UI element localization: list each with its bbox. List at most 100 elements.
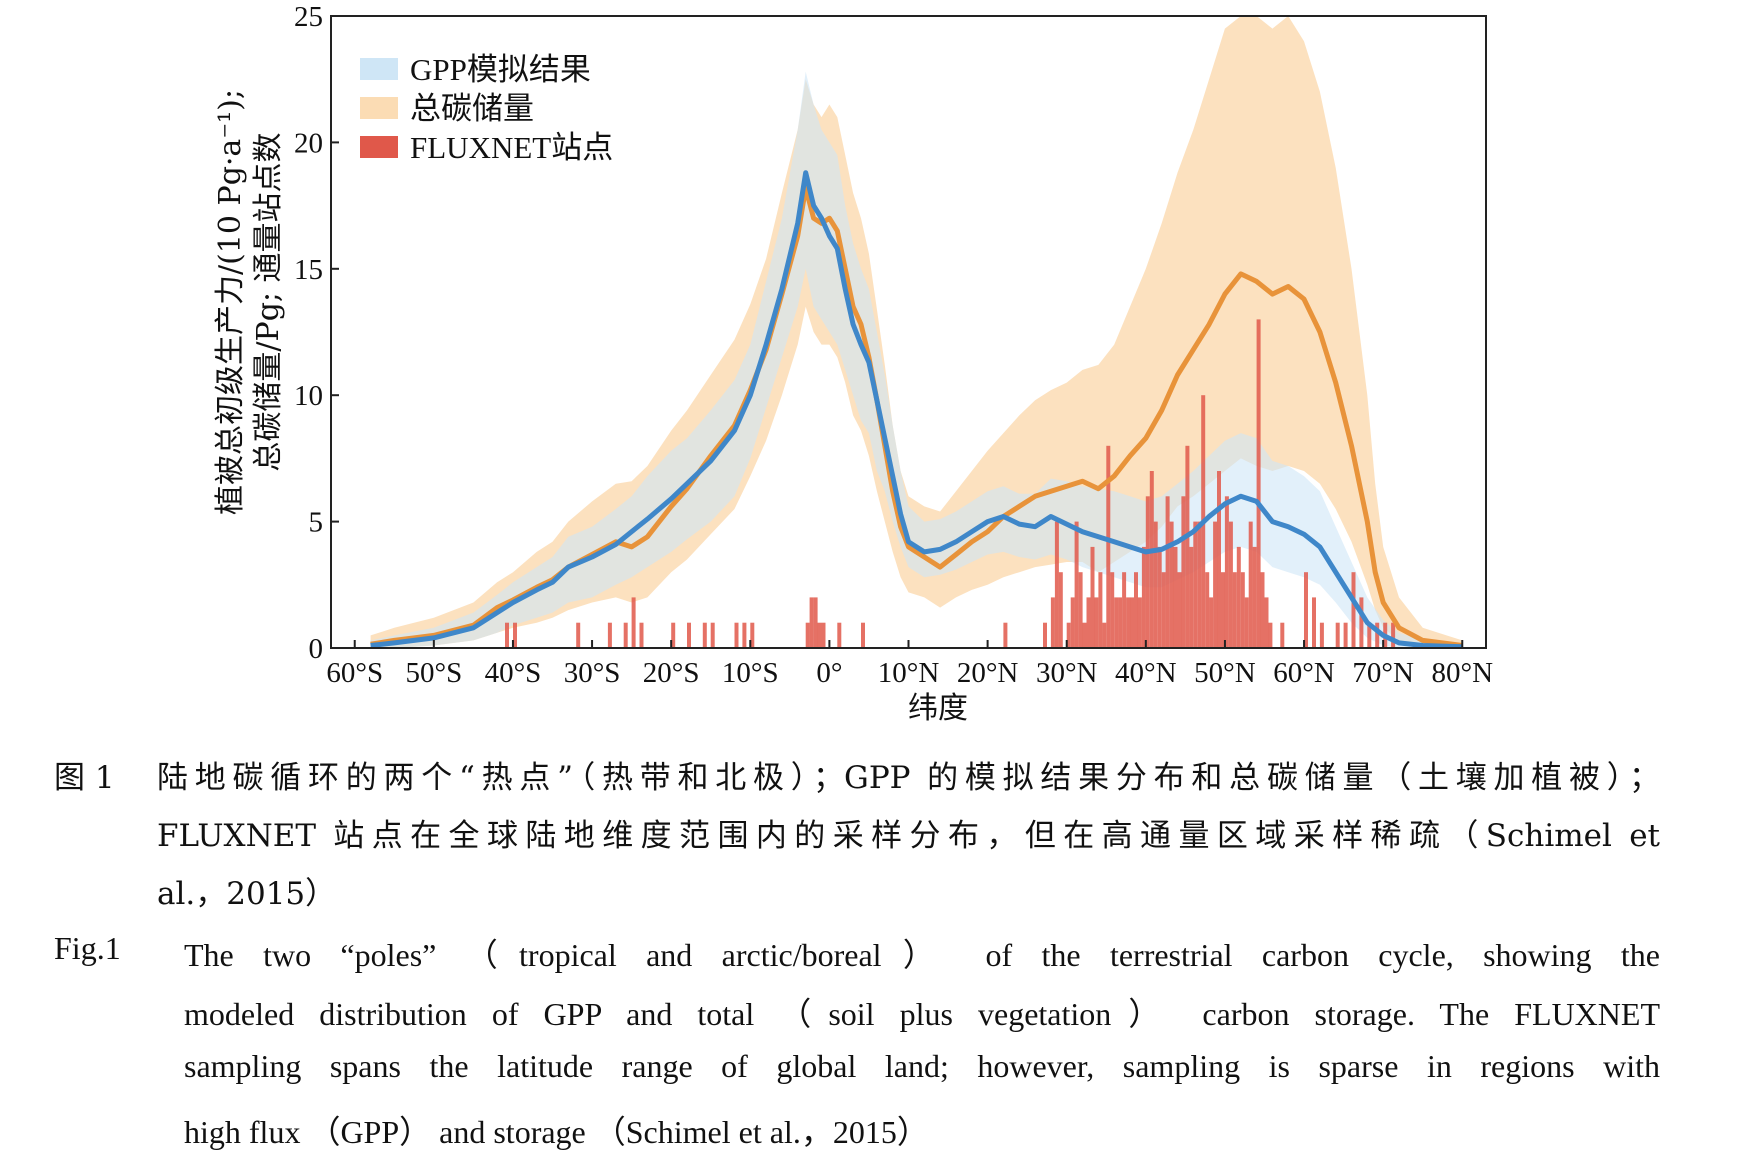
caption-cn-line-3: al.，2015） — [157, 876, 337, 912]
fluxnet-bar-1 — [513, 622, 517, 648]
x-axis-title: 纬度 — [908, 691, 968, 726]
fluxnet-bar-85 — [1359, 597, 1364, 648]
fluxnet-bar-64 — [1217, 471, 1221, 648]
fluxnet-bar-45 — [1141, 546, 1146, 648]
fluxnet-bar-14 — [805, 622, 810, 648]
fluxnet-bar-28 — [1074, 521, 1079, 648]
fluxnet-bar-23 — [1050, 597, 1055, 648]
caption-en-line-2: modeled distribution of GPP and total （s… — [184, 996, 1660, 1032]
legend-swatch-1 — [360, 97, 398, 119]
fluxnet-bar-81 — [1319, 622, 1324, 648]
fluxnet-bar-6 — [639, 622, 644, 648]
chart-figure: 60°S 50°S 40°S 30°S 20°S 10°S 0° 10°N 20°N 30°N 40… — [213, 1, 1493, 726]
x-tick-label-8: 20°N — [957, 657, 1019, 689]
fluxnet-bar-63 — [1213, 521, 1218, 648]
fluxnet-bar-35 — [1102, 622, 1107, 648]
fluxnet-bar-38 — [1114, 597, 1119, 648]
caption-english: Fig.1 The two “poles” （tropical and arct… — [0, 930, 1744, 1170]
fluxnet-bar-33 — [1094, 597, 1099, 648]
fluxnet-bar-61 — [1205, 572, 1210, 648]
x-tick-label-5: 10°S — [722, 657, 779, 689]
fluxnet-bar-31 — [1086, 597, 1091, 648]
fluxnet-bar-83 — [1343, 622, 1348, 648]
fluxnet-bar-13 — [750, 622, 755, 648]
fluxnet-bar-44 — [1137, 597, 1142, 648]
fluxnet-bar-42 — [1130, 597, 1134, 648]
x-tick-label-0: 60°S — [326, 657, 383, 689]
fluxnet-bar-55 — [1181, 496, 1186, 648]
x-tick-label-3: 30°S — [564, 657, 621, 689]
fluxnet-bar-15 — [809, 597, 814, 648]
caption-en-line-4: high flux （GPP） and storage （Schimel et … — [184, 1114, 929, 1150]
fluxnet-bar-0 — [505, 622, 509, 648]
caption-cn-line-2: FLUXNET 站点在全球陆地维度范围内的采样分布，但在高通量区域采样稀疏（Sc… — [157, 818, 1660, 854]
fluxnet-bar-5 — [631, 597, 636, 648]
fluxnet-bar-75 — [1260, 572, 1265, 648]
fluxnet-bar-11 — [734, 622, 739, 648]
fluxnet-bar-48 — [1153, 521, 1158, 648]
fluxnet-bar-37 — [1110, 572, 1115, 648]
fluxnet-bar-19 — [837, 622, 842, 648]
caption-cn-line-1: 陆地碳循环的两个“热点”（热带和北极）；GPP 的模拟结果分布和总碳储量（土壤加… — [157, 760, 1660, 796]
y-tick-label-2: 10 — [294, 380, 323, 412]
caption-chinese: 图 1 陆地碳循环的两个“热点”（热带和北极）；GPP 的模拟结果分布和总碳储量… — [0, 752, 1744, 942]
fluxnet-bar-17 — [817, 622, 822, 648]
fluxnet-bar-70 — [1240, 572, 1245, 648]
fluxnet-bar-86 — [1367, 622, 1372, 648]
x-tick-label-11: 50°N — [1194, 657, 1256, 689]
x-tick-label-6: 0° — [816, 657, 842, 689]
fluxnet-bar-59 — [1197, 521, 1202, 648]
fluxnet-bar-7 — [671, 622, 676, 648]
x-tick-label-13: 70°N — [1352, 657, 1414, 689]
x-tick-label-14: 80°N — [1431, 657, 1493, 689]
fluxnet-bar-4 — [623, 622, 628, 648]
fluxnet-bar-43 — [1134, 572, 1138, 648]
fluxnet-bar-2 — [576, 622, 581, 648]
legend-label-1: 总碳储量 — [410, 91, 534, 126]
y-axis-title-line-2: 总碳储量/Pg; 通量站点数 — [251, 132, 286, 471]
y-tick-label-5: 25 — [294, 1, 323, 33]
fluxnet-bar-24 — [1054, 521, 1059, 648]
fluxnet-bar-89 — [1391, 622, 1396, 648]
fluxnet-bar-65 — [1221, 572, 1225, 648]
fluxnet-bar-46 — [1145, 496, 1150, 648]
fluxnet-bar-62 — [1209, 597, 1214, 648]
x-tick-label-4: 20°S — [643, 657, 700, 689]
fluxnet-bar-16 — [813, 597, 818, 648]
fluxnet-bar-72 — [1248, 521, 1253, 648]
y-tick-label-0: 0 — [309, 633, 324, 665]
fluxnet-bar-77 — [1268, 622, 1273, 648]
x-tick-label-10: 40°N — [1115, 657, 1177, 689]
fluxnet-bar-20 — [861, 622, 865, 648]
gpp-latitude-chart: 60°S 50°S 40°S 30°S 20°S 10°S 0° 10°N 20°N 30°N 40… — [213, 1, 1493, 726]
fluxnet-bar-18 — [821, 622, 826, 648]
fluxnet-bar-57 — [1189, 546, 1194, 648]
y-tick-label-1: 5 — [309, 507, 324, 539]
fluxnet-bar-34 — [1098, 572, 1103, 648]
gpp-line — [370, 170, 1463, 648]
x-tick-label-2: 40°S — [485, 657, 542, 689]
fluxnet-bar-10 — [710, 622, 715, 648]
fluxnet-bar-26 — [1066, 622, 1071, 648]
fluxnet-bar-79 — [1304, 572, 1308, 648]
fluxnet-bar-58 — [1193, 521, 1198, 648]
x-tick-label-7: 10°N — [878, 657, 940, 689]
fluxnet-bar-69 — [1236, 546, 1241, 648]
legend-swatch-2 — [360, 136, 398, 158]
fluxnet-bar-32 — [1090, 546, 1095, 648]
plot-area — [370, 16, 1463, 648]
fluxnet-bar-68 — [1232, 572, 1237, 648]
fluxnet-bar-22 — [1043, 622, 1047, 648]
legend-label-0: GPP模拟结果 — [410, 52, 591, 87]
fluxnet-bar-50 — [1161, 572, 1166, 648]
legend-label-2: FLUXNET站点 — [410, 130, 613, 165]
fluxnet-bar-30 — [1082, 622, 1087, 648]
y-tick-label-3: 15 — [294, 254, 323, 286]
fluxnet-bar-27 — [1070, 597, 1075, 648]
caption-en-label: Fig.1 — [54, 930, 121, 966]
fluxnet-bar-41 — [1126, 597, 1131, 648]
fluxnet-bar-21 — [1003, 622, 1008, 648]
fluxnet-bar-87 — [1375, 622, 1380, 648]
fluxnet-bar-39 — [1118, 597, 1123, 648]
